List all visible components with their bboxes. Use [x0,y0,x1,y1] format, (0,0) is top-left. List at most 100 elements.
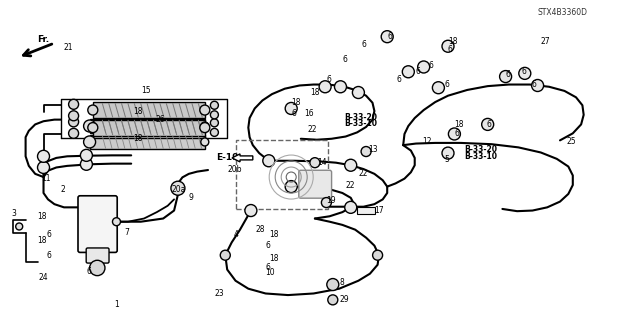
Text: 6: 6 [397,75,402,84]
Circle shape [285,102,297,115]
Text: B-33-20: B-33-20 [344,113,378,122]
Text: 20a: 20a [172,185,186,194]
Circle shape [173,185,183,195]
Circle shape [211,111,218,119]
Text: 18: 18 [133,107,143,116]
Text: 15: 15 [141,86,150,95]
Text: 6: 6 [486,120,492,129]
Text: 9: 9 [189,193,194,202]
Text: 6: 6 [429,61,434,70]
Circle shape [345,159,356,171]
Circle shape [449,128,460,140]
Circle shape [16,223,22,230]
Text: 13: 13 [368,145,378,154]
Text: 7: 7 [125,228,130,237]
Text: 4: 4 [234,230,239,239]
Bar [93,120,205,136]
Bar [357,207,375,214]
Text: 3: 3 [12,209,17,218]
Bar [90,135,205,149]
Text: 18: 18 [37,236,47,245]
Text: 6: 6 [506,70,511,79]
Text: 17: 17 [374,206,384,215]
Circle shape [90,260,105,276]
Text: 18: 18 [291,98,301,107]
Text: 6: 6 [46,251,51,260]
Text: 2: 2 [61,185,65,194]
Text: 29: 29 [339,295,349,304]
Text: 6: 6 [326,75,332,84]
Text: 6: 6 [416,67,421,76]
Text: 6: 6 [291,109,296,118]
Text: 6: 6 [86,267,92,276]
Text: B-33-10: B-33-10 [464,152,497,161]
Circle shape [442,147,454,159]
Circle shape [263,155,275,167]
Text: B-33-10: B-33-10 [344,119,378,128]
Circle shape [211,101,218,109]
Text: 16: 16 [304,109,314,118]
Circle shape [211,128,218,137]
Circle shape [88,105,98,115]
Text: 5: 5 [445,155,450,164]
Circle shape [201,122,209,130]
Text: 18: 18 [269,230,278,239]
Text: 18: 18 [37,212,47,221]
Circle shape [81,149,92,161]
Circle shape [285,181,297,193]
Circle shape [353,86,364,99]
Text: 6: 6 [522,67,527,76]
Circle shape [361,146,371,157]
Circle shape [442,40,454,52]
Bar [93,102,205,118]
Circle shape [403,66,414,78]
Text: B-33-20: B-33-20 [464,145,497,154]
Circle shape [335,81,346,93]
Text: 6: 6 [342,55,348,63]
Text: 6: 6 [445,80,450,89]
Circle shape [38,161,49,174]
Circle shape [68,117,79,127]
FancyBboxPatch shape [299,170,332,198]
Circle shape [84,120,95,132]
Text: 6: 6 [46,230,51,239]
Circle shape [68,128,79,138]
Circle shape [319,81,331,93]
Circle shape [88,122,98,133]
Circle shape [500,70,511,83]
Text: 1: 1 [114,300,118,309]
FancyBboxPatch shape [86,248,109,263]
Bar [90,119,205,133]
Circle shape [68,99,79,109]
Circle shape [38,150,49,162]
Text: 22: 22 [307,125,317,134]
Circle shape [81,158,92,170]
Text: 12: 12 [422,137,432,146]
Circle shape [200,122,210,133]
Text: 20b: 20b [227,165,242,174]
Text: E-19: E-19 [216,153,239,162]
Text: 18: 18 [269,254,278,263]
Bar [236,140,328,209]
Text: 23: 23 [214,289,224,298]
Text: Fr.: Fr. [38,35,49,44]
Circle shape [310,158,320,168]
Circle shape [171,181,185,195]
Text: 26: 26 [156,115,165,124]
Text: 11: 11 [42,174,51,183]
Circle shape [211,119,218,127]
Circle shape [220,250,230,260]
Circle shape [482,118,493,130]
Circle shape [84,136,95,148]
Text: 6: 6 [387,32,392,41]
Text: 6: 6 [531,80,536,89]
Text: 10: 10 [266,268,275,277]
Text: 28: 28 [256,225,266,234]
Text: 18: 18 [133,134,143,143]
Text: 14: 14 [317,158,326,167]
Text: 6: 6 [448,45,453,54]
Circle shape [519,67,531,79]
Text: 6: 6 [454,130,460,138]
Circle shape [418,61,429,73]
Circle shape [328,295,338,305]
